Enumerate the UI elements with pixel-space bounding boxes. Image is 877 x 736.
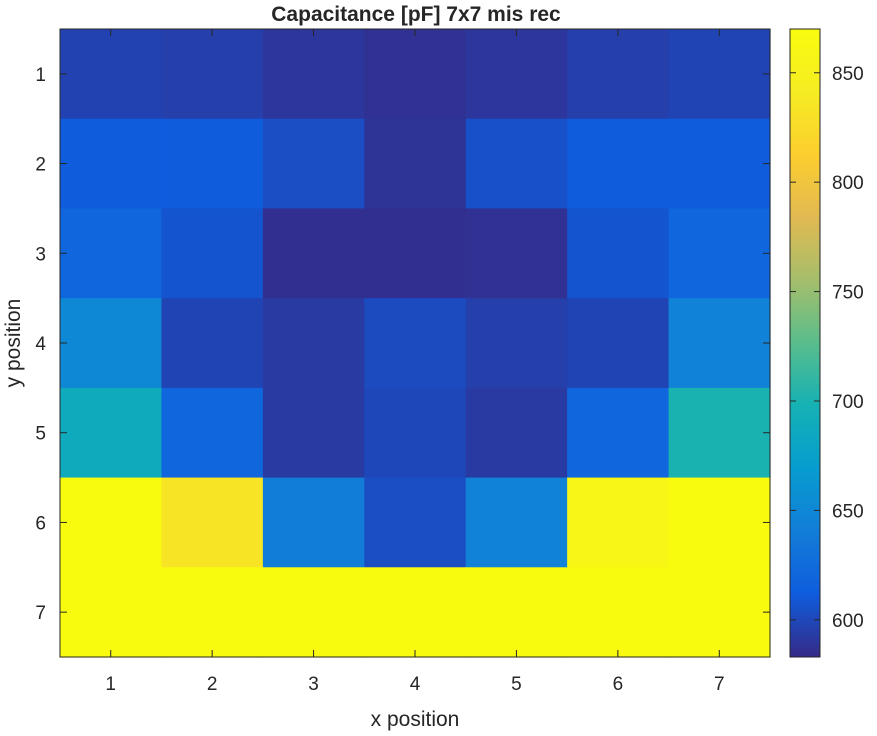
chart-title: Capacitance [pF] 7x7 mis rec	[271, 3, 561, 26]
x-axis-ticks: 1 2 3 4 5 6 7	[105, 29, 725, 695]
y-axis-label: y position	[2, 299, 25, 388]
heatmap-cell	[567, 208, 670, 299]
heatmap-cell	[465, 477, 568, 568]
heatmap-cell	[364, 387, 467, 479]
heatmap-cell	[465, 387, 568, 479]
heatmap-cell	[161, 298, 264, 389]
heatmap-cell	[161, 118, 264, 210]
heatmap-cell	[364, 29, 467, 120]
y-tick-label: 4	[35, 334, 46, 355]
heatmap-cell	[161, 29, 264, 120]
heatmap-cell	[60, 477, 163, 568]
heatmap-cell	[60, 298, 163, 389]
heatmap-cell	[465, 567, 568, 658]
heatmap-cell	[262, 118, 365, 210]
heatmap-cell	[60, 118, 163, 210]
y-tick-label: 5	[35, 424, 46, 445]
x-tick-label: 3	[308, 674, 319, 695]
heatmap-cell	[262, 208, 365, 299]
colorbar	[789, 28, 821, 658]
heatmap-cell	[262, 567, 365, 658]
heatmap-cell	[161, 567, 264, 658]
heatmap-cell	[364, 298, 467, 389]
heatmap-cell	[465, 29, 568, 120]
heatmap-cell	[161, 208, 264, 299]
heatmap-cell	[60, 29, 163, 120]
heatmap-cell	[668, 29, 771, 120]
heatmap-cell	[364, 567, 467, 658]
heatmap-cell	[262, 29, 365, 120]
y-tick-label: 1	[35, 65, 46, 86]
heatmap-cell	[60, 208, 163, 299]
x-tick-label: 4	[410, 674, 421, 695]
heatmap-cell	[668, 567, 771, 658]
heatmap-cell	[60, 567, 163, 658]
colorbar-tick-label: 800	[832, 173, 864, 194]
y-tick-label: 3	[35, 244, 46, 265]
heatmap-cell	[567, 118, 670, 210]
heatmap-cell	[567, 387, 670, 479]
heatmap-cell	[364, 477, 467, 568]
heatmap-cell	[60, 387, 163, 479]
x-tick-label: 7	[714, 674, 725, 695]
heatmap-cell	[262, 298, 365, 389]
heatmap-cell	[465, 298, 568, 389]
heatmap-cell	[161, 387, 264, 479]
heatmap-cell	[364, 118, 467, 210]
y-axis-ticks: 1 2 3 4 5 6 7	[35, 65, 770, 624]
heatmap-cell	[668, 118, 771, 210]
heatmap-cell	[668, 477, 771, 568]
heatmap-cell	[465, 118, 568, 210]
heatmap-cell	[567, 477, 670, 568]
colorbar-tick-label: 700	[832, 392, 864, 413]
heatmap-cell	[262, 477, 365, 568]
x-tick-label: 6	[613, 674, 624, 695]
heatmap-cell	[668, 298, 771, 389]
heatmap-cell	[567, 298, 670, 389]
x-tick-label: 5	[511, 674, 522, 695]
x-tick-label: 2	[207, 674, 218, 695]
colorbar-tick-label: 850	[832, 64, 864, 85]
heatmap-cell	[668, 208, 771, 299]
y-tick-label: 6	[35, 513, 46, 534]
colorbar-tick-label: 750	[832, 283, 864, 304]
heatmap-cells	[60, 29, 771, 658]
heatmap-cell	[364, 208, 467, 299]
colorbar-ticks: 600 650 700 750 800 850	[790, 64, 864, 632]
heatmap-cell	[465, 208, 568, 299]
heatmap-cell	[262, 387, 365, 479]
y-tick-label: 7	[35, 603, 46, 624]
heatmap-cell	[668, 387, 771, 479]
y-tick-label: 2	[35, 155, 46, 176]
colorbar-tick-label: 650	[832, 501, 864, 522]
x-axis-label: x position	[371, 708, 460, 731]
heatmap-cell	[161, 477, 264, 568]
heatmap-cell	[567, 29, 670, 120]
colorbar-tick-label: 600	[832, 611, 864, 632]
x-tick-label: 1	[105, 674, 116, 695]
heatmap-cell	[567, 567, 670, 658]
